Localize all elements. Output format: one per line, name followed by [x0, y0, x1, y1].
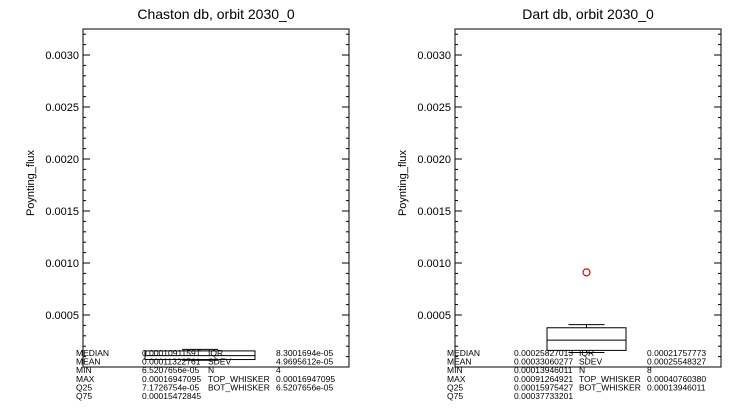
stat-cell: IQR	[208, 348, 223, 358]
panel-2: Dart db, orbit 2030_0 0.0005 0.0010 0.0015 0…	[397, 6, 722, 401]
stat-cell: MIN	[447, 365, 463, 375]
plot-frame	[82, 28, 350, 368]
stat-cell: 0.00016947095	[142, 374, 201, 384]
stat-cell: 0.00021757773	[647, 348, 706, 358]
y-tick-label: 0.0010	[417, 258, 451, 270]
stat-cell: Q25	[76, 382, 92, 392]
stat-cell: N	[208, 365, 214, 375]
stat-cell: BOT_WHISKER	[208, 382, 270, 392]
stat-cell: 0.00037733201	[514, 391, 573, 401]
plot-frame	[454, 28, 722, 368]
stat-cell: SDEV	[579, 357, 602, 367]
y-axis-label: Poynting_flux	[25, 149, 37, 216]
stat-cell: BOT_WHISKER	[579, 382, 641, 392]
stat-cell: 0.00011322761	[142, 357, 201, 367]
y-tick-label: 0.0015	[45, 206, 79, 218]
stat-cell: MIN	[76, 365, 92, 375]
y-tick-label: 0.0030	[45, 50, 79, 62]
y-tick-label: 0.0005	[417, 310, 451, 322]
y-tick-label: 0.0030	[417, 50, 451, 62]
y-tick-label: 0.0020	[417, 154, 451, 166]
stat-cell: 6.5207656e-05	[142, 365, 199, 375]
stat-cell: 0.00025548327	[647, 357, 706, 367]
stat-cell: 0.00010911591	[142, 348, 201, 358]
stat-cell: 7.1726754e-05	[142, 382, 199, 392]
panel-1: Chaston db, orbit 2030_0 0.0005 0.0010 0.00…	[25, 6, 350, 401]
stat-cell: TOP_WHISKER	[208, 374, 270, 384]
stat-cell: 0.00091264921	[514, 374, 573, 384]
stat-cell: 6.5207656e-05	[276, 382, 333, 392]
y-tick-label: 0.0025	[417, 102, 451, 114]
chart-title: Dart db, orbit 2030_0	[522, 6, 654, 22]
stat-cell: Q25	[447, 382, 463, 392]
stat-cell: 8	[647, 365, 652, 375]
stat-cell: MEAN	[76, 357, 101, 367]
y-tick-label: 0.0020	[45, 154, 79, 166]
stat-cell: 0.00015472845	[142, 391, 201, 401]
stat-cell: 4.9695612e-05	[276, 357, 333, 367]
stat-cell: 0.00016947095	[276, 374, 335, 384]
stat-cell: 0.00033060277	[514, 357, 573, 367]
stat-cell: MAX	[447, 374, 466, 384]
stat-cell: 0.00015975427	[514, 382, 573, 392]
y-tick-label: 0.0010	[45, 258, 79, 270]
stat-cell: 8.3001694e-05	[276, 348, 333, 358]
stat-cell: SDEV	[208, 357, 231, 367]
stat-cell: 4	[276, 365, 281, 375]
stat-cell: 0.00013946011	[514, 365, 573, 375]
box-iqr	[546, 327, 627, 351]
stat-cell: IQR	[579, 348, 594, 358]
outlier-point	[582, 268, 591, 277]
stat-cell: MEDIAN	[76, 348, 109, 358]
y-tick-label: 0.0025	[45, 102, 79, 114]
stat-cell: Q75	[76, 391, 92, 401]
stat-cell: MEDIAN	[447, 348, 480, 358]
stat-cell: TOP_WHISKER	[579, 374, 641, 384]
chart-title: Chaston db, orbit 2030_0	[137, 6, 294, 22]
stat-cell: 0.00025827013	[514, 348, 573, 358]
stat-cell: MEAN	[447, 357, 472, 367]
y-axis-label: Poynting_flux	[397, 149, 409, 216]
y-tick-label: 0.0005	[45, 310, 79, 322]
stat-cell: 0.00040760380	[647, 374, 706, 384]
y-tick-label: 0.0015	[417, 206, 451, 218]
stat-cell: MAX	[76, 374, 95, 384]
stat-cell: N	[579, 365, 585, 375]
stat-cell: 0.00013946011	[647, 382, 706, 392]
stat-cell: Q75	[447, 391, 463, 401]
